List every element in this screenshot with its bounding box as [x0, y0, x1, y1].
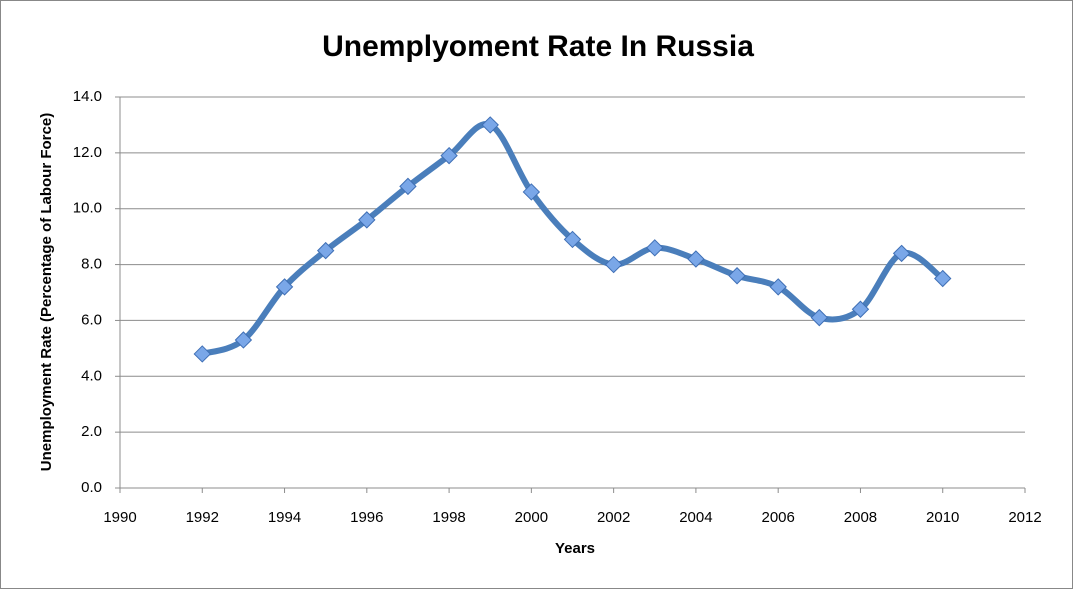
- y-tick-label: 14.0: [73, 88, 102, 105]
- chart-title: Unemplyoment Rate In Russia: [322, 30, 754, 63]
- y-tick-label: 10.0: [73, 200, 102, 217]
- data-point: [934, 269, 952, 288]
- data-point: [193, 345, 211, 363]
- data-point: [440, 146, 458, 165]
- y-axis-label: Unemployment Rate (Percentage of Labour …: [38, 113, 55, 471]
- x-tick-label: 2002: [597, 509, 630, 526]
- data-point: [851, 300, 870, 318]
- data-point: [728, 267, 746, 285]
- data-point: [646, 239, 664, 257]
- x-tick-label: 1998: [432, 509, 465, 526]
- x-tick-label: 2006: [761, 509, 794, 526]
- data-point: [234, 331, 253, 349]
- x-tick-label: 2008: [844, 509, 877, 526]
- x-tick-label: 2000: [515, 509, 548, 526]
- data-point: [687, 250, 705, 268]
- x-tick-label: 2004: [679, 509, 712, 526]
- data-point: [769, 278, 787, 296]
- x-tick-label: 1992: [186, 509, 219, 526]
- data-point: [358, 211, 376, 229]
- y-tick-label: 12.0: [73, 144, 102, 161]
- data-point: [522, 183, 541, 201]
- x-tick-label: 2012: [1008, 509, 1041, 526]
- data-point: [316, 241, 335, 260]
- y-tick-label: 2.0: [81, 423, 102, 440]
- y-tick-label: 0.0: [81, 479, 102, 496]
- y-tick-label: 4.0: [81, 367, 102, 384]
- y-tick-label: 6.0: [81, 311, 102, 328]
- x-axis-label: Years: [555, 540, 595, 557]
- y-tick-label: 8.0: [81, 256, 102, 273]
- data-point: [275, 278, 294, 296]
- data-point: [563, 230, 582, 249]
- data-point: [604, 255, 623, 274]
- x-tick-label: 2010: [926, 509, 959, 526]
- data-point: [892, 244, 911, 263]
- x-tick-label: 1994: [268, 509, 301, 526]
- data-point: [481, 116, 499, 134]
- data-point: [810, 308, 829, 327]
- x-tick-label: 1990: [103, 509, 136, 526]
- data-point: [399, 177, 417, 196]
- x-tick-label: 1996: [350, 509, 383, 526]
